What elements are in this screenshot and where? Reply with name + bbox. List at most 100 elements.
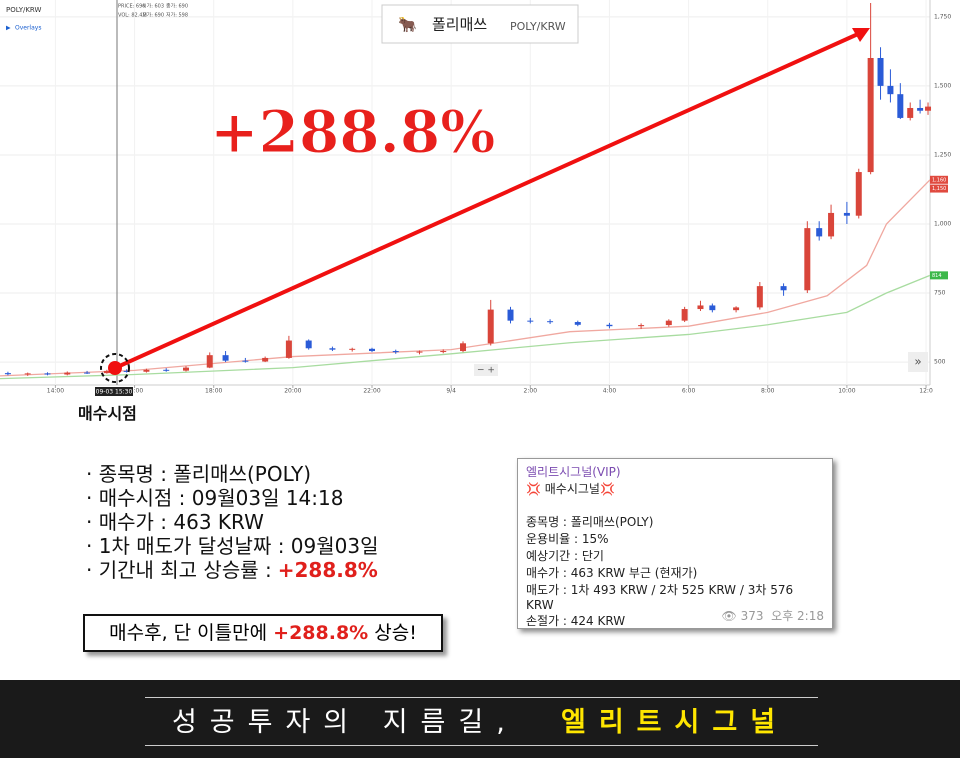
candle-body [416, 351, 423, 353]
footer-text: 성공투자의 지름길, 엘리트시그널 [0, 700, 960, 739]
candle-body [907, 107, 914, 118]
candle-body [507, 309, 514, 321]
candle-body [828, 212, 835, 237]
candle-body [867, 57, 874, 173]
candle-body [780, 286, 787, 291]
candle-body [897, 94, 904, 118]
price-tag [930, 175, 948, 184]
price-tag-label: 1,150 [932, 186, 946, 192]
candle-body [843, 212, 850, 216]
candle-body [4, 373, 11, 375]
card-line: 매도가 : 1차 493 KRW / 2차 525 KRW / 3차 576 K… [526, 583, 794, 612]
candle-body [206, 355, 213, 368]
price-tag [930, 271, 948, 280]
candle-body [574, 322, 581, 325]
highlight-box: 매수후, 단 이틀만에 +288.8% 상승! [83, 614, 443, 652]
summary-item: · 1차 매도가 달성날짜 : 09월03일 [86, 534, 379, 558]
candle-body [697, 305, 704, 310]
candle-body [349, 348, 356, 350]
y-tick-label: 1,000 [934, 220, 951, 227]
brand: 엘리트시그널 [561, 707, 789, 738]
candle-body [24, 373, 31, 375]
overlays[interactable]: Overlays [15, 25, 41, 32]
candle-body [305, 340, 312, 349]
x-tick-label: 2:00 [524, 388, 538, 395]
x-tick-label: 8:00 [761, 388, 775, 395]
candle-body [242, 360, 249, 362]
zoom-control[interactable] [474, 364, 498, 376]
y-tick-label: 500 [934, 359, 946, 366]
info-text: 종가: 690 [166, 3, 188, 10]
time-tag [95, 387, 133, 396]
info-text: 고가: 690 [142, 12, 164, 19]
candle-body [329, 348, 336, 350]
y-tick-label: 1,750 [934, 13, 951, 20]
y-tick-label: 1,250 [934, 151, 951, 158]
y-tick-label: 750 [934, 290, 946, 297]
arrow-head [852, 28, 870, 42]
x-tick-label: 14:00 [47, 388, 64, 395]
card-time: 오후 2:18 [771, 609, 824, 623]
candle-body [756, 286, 763, 308]
candle-body [816, 228, 823, 237]
candle-body [665, 320, 672, 326]
time-tag-label: 09-03 15:30 [96, 389, 133, 396]
scroll-icon: » [914, 355, 921, 369]
x-tick-label: 20:00 [284, 388, 301, 395]
candle-body [222, 355, 229, 361]
summary-item: · 종목명 : 폴리매쓰(POLY) [86, 462, 312, 486]
footer-rule [145, 697, 818, 698]
summary-item: · 매수가 : 463 KRW [86, 510, 264, 534]
ma-line [0, 274, 931, 380]
candle-body [855, 172, 862, 216]
scroll-button[interactable] [908, 352, 928, 372]
candle-body [606, 324, 613, 327]
candle-body [681, 309, 688, 321]
x-tick-label: 10:00 [838, 388, 855, 395]
slogan: 성공투자의 지름길, [171, 707, 518, 738]
summary-value: +288.8% [277, 558, 378, 582]
candle-body [733, 307, 740, 311]
candle-body [709, 305, 716, 311]
price-tag-label: 814 [932, 273, 942, 279]
card-views: 373 [740, 609, 764, 623]
candle-body [262, 357, 269, 362]
box-text: 매수후, 단 이틀만에 [109, 622, 268, 644]
candle-body [285, 340, 292, 358]
card-line: 종목명 : 폴리매쓰(POLY) [526, 515, 654, 529]
chart-subtitle: POLY/KRW [510, 20, 566, 33]
y-tick-label: 1,500 [934, 82, 951, 89]
price-tag-label: 1,160 [932, 177, 946, 183]
candle-body [440, 351, 447, 353]
box-text: 상승! [374, 622, 417, 644]
price-tag [930, 184, 948, 193]
x-tick-label: 22:00 [363, 388, 380, 395]
buy-label: 매수시점 [78, 404, 137, 423]
gain-label: +288.8% [210, 98, 495, 166]
candle-body [64, 372, 71, 375]
candle-body [183, 367, 189, 371]
card-signal: 💢 매수시그널💢 [526, 482, 615, 496]
candle-body [123, 370, 130, 372]
candle-body [460, 343, 467, 352]
x-tick-label: 6:00 [682, 388, 696, 395]
candle-body [84, 372, 91, 374]
candle-body [44, 373, 51, 375]
candle-body [392, 351, 399, 353]
summary-label: · 기간내 최고 상승률 : [86, 558, 272, 582]
candle-body [143, 369, 150, 372]
zoom-icons: − + [477, 366, 495, 376]
candle-body [163, 369, 170, 371]
candle-body [877, 57, 884, 86]
info-text: VOL: 82.4M [118, 13, 147, 19]
chart-title: 폴리매쓰 [432, 16, 487, 34]
ma-line [0, 179, 931, 377]
symbol: POLY/KRW [6, 6, 42, 14]
card-line: 손절가 : 424 KRW [526, 614, 626, 628]
x-tick-label: 9/4 [446, 388, 456, 395]
x-tick-label: 16:00 [126, 388, 143, 395]
candle-body [887, 85, 894, 95]
card-line: 예상기간 : 단기 [526, 549, 604, 563]
signal-card: 엘리트시그널(VIP) 💢 매수시그널💢 종목명 : 폴리매쓰(POLY) 운용… [517, 458, 833, 629]
